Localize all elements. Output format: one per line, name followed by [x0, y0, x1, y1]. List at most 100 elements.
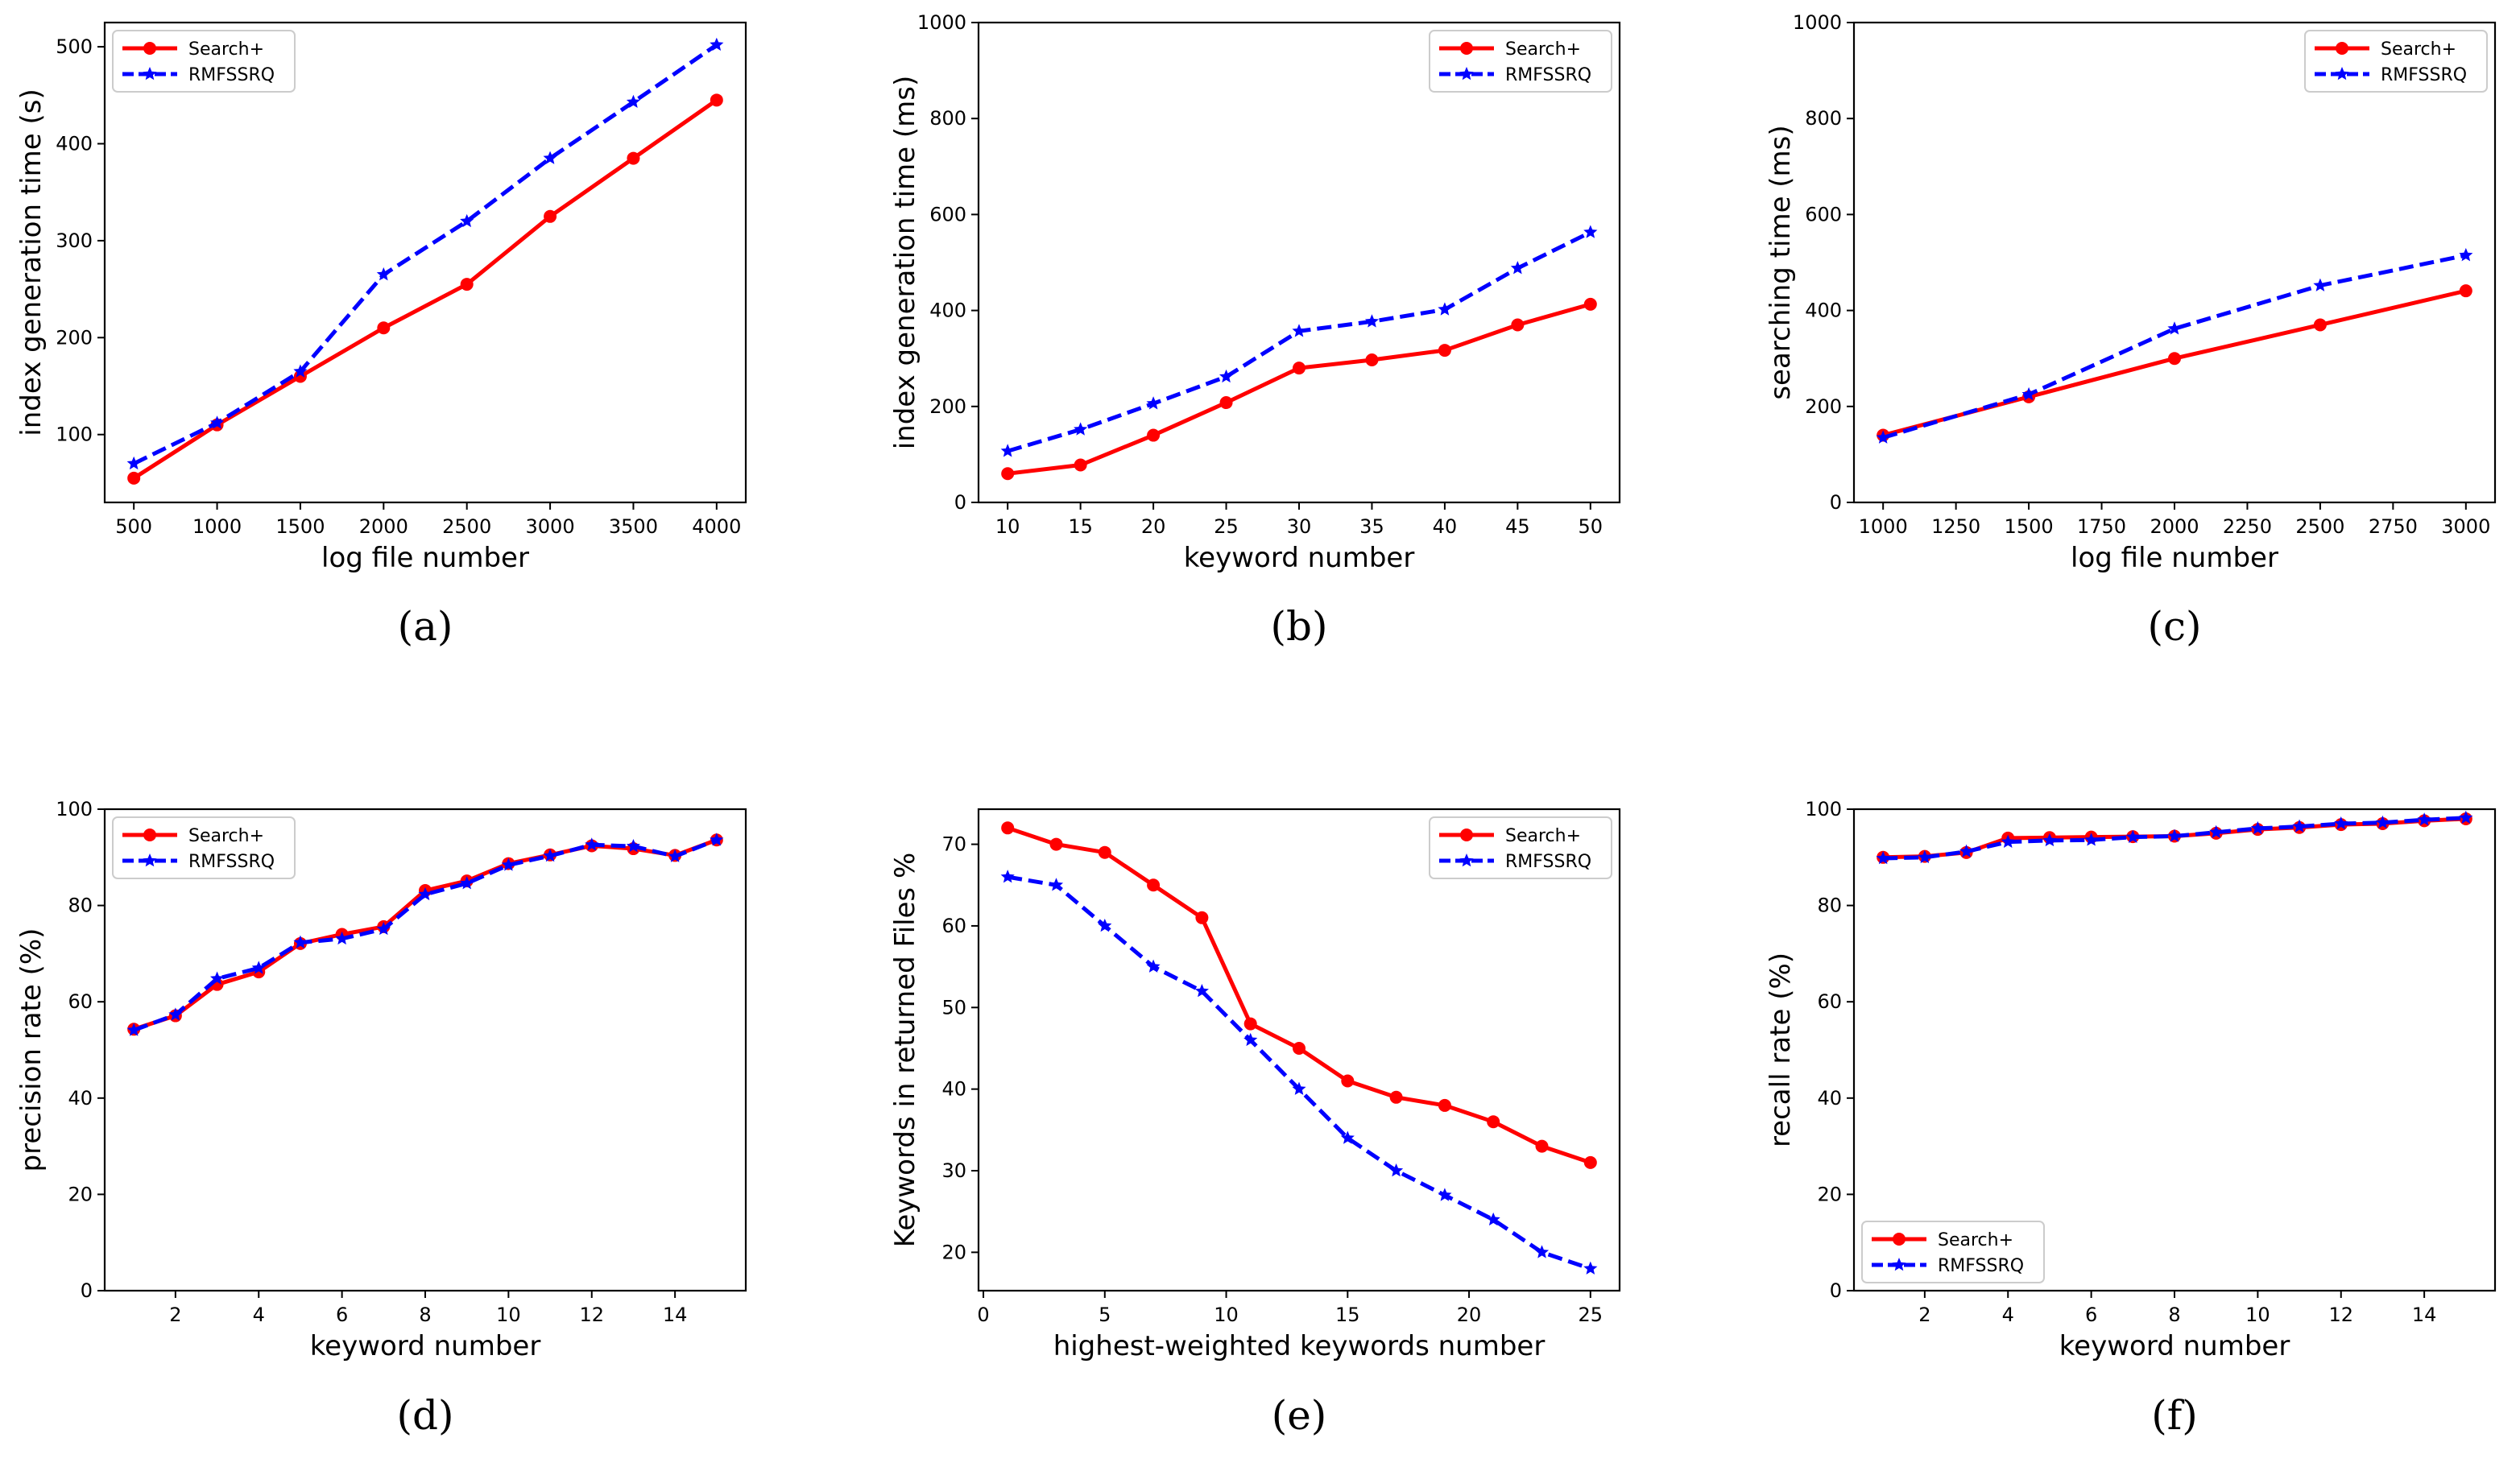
y-tick-label: 400 [56, 133, 93, 155]
data-point-search-plus [1438, 1098, 1451, 1112]
series-line-rmfssrq [1007, 230, 1591, 453]
data-point-rmfssrq [1583, 1261, 1598, 1275]
legend-marker [1460, 829, 1473, 841]
x-tick-label: 4 [2002, 1304, 2014, 1326]
y-tick-label: 1000 [1793, 11, 1842, 34]
panel-label: (d) [396, 1392, 453, 1439]
x-tick-label: 10 [1214, 1304, 1239, 1326]
y-tick-label: 600 [929, 203, 966, 225]
axes-frame [103, 808, 747, 1292]
data-point-rmfssrq [1438, 1188, 1452, 1201]
data-point-rmfssrq [376, 267, 391, 281]
data-point-search-plus [1293, 362, 1306, 375]
y-tick-label: 200 [1805, 395, 1842, 418]
data-point-rmfssrq [1389, 1163, 1404, 1177]
data-point-rmfssrq [1876, 430, 1890, 444]
data-point-search-plus [377, 321, 391, 335]
x-tick-label: 3000 [2441, 515, 2490, 538]
x-tick-label: 45 [1505, 515, 1530, 538]
data-point-search-plus [127, 471, 141, 485]
data-point-rmfssrq [1000, 870, 1015, 883]
data-point-search-plus [1074, 458, 1087, 472]
x-tick-label: 2750 [2369, 515, 2418, 538]
data-point-rmfssrq [210, 415, 225, 429]
x-axis-label: keyword number [2059, 1330, 2290, 1362]
data-point-search-plus [1243, 1017, 1257, 1031]
x-tick-label: 10 [496, 1304, 521, 1326]
data-point-rmfssrq [1049, 878, 1064, 891]
y-tick-label: 80 [1817, 895, 1842, 917]
x-tick-label: 12 [579, 1304, 604, 1326]
x-tick-label: 8 [2168, 1304, 2180, 1326]
y-tick-label: 500 [56, 35, 93, 58]
data-point-rmfssrq [1876, 851, 1890, 865]
data-point-search-plus [1487, 1115, 1500, 1129]
data-point-rmfssrq [460, 876, 474, 890]
y-tick-label: 60 [941, 915, 966, 937]
x-tick-label: 15 [1335, 1304, 1360, 1326]
data-point-search-plus [1219, 396, 1233, 410]
data-point-rmfssrq [1438, 302, 1452, 316]
legend-marker [143, 42, 156, 55]
data-point-search-plus [1511, 318, 1525, 332]
x-axis-label: log file number [321, 542, 529, 574]
legend-box [112, 30, 296, 93]
x-tick-label: 25 [1579, 1304, 1603, 1326]
data-point-rmfssrq [168, 1007, 183, 1021]
legend: Search+ RMFSSRQ [1429, 816, 1612, 879]
legend-marker [2335, 67, 2349, 81]
y-tick-label: 40 [941, 1078, 966, 1101]
data-point-search-plus [1583, 1155, 1597, 1169]
x-tick-label: 1750 [2077, 515, 2126, 538]
data-point-rmfssrq [2167, 321, 2182, 335]
x-axis-label: keyword number [310, 1330, 541, 1362]
y-tick-label: 70 [941, 833, 966, 856]
x-tick-label: 50 [1579, 515, 1603, 538]
x-axis-label: keyword number [1184, 542, 1415, 574]
panel-label: (b) [1270, 603, 1327, 650]
x-tick-label: 2000 [2150, 515, 2199, 538]
legend-marker [1892, 1258, 1906, 1271]
data-point-rmfssrq [2292, 819, 2307, 833]
x-tick-label: 2250 [2223, 515, 2272, 538]
legend: Search+ RMFSSRQ [112, 30, 296, 93]
data-point-rmfssrq [1534, 1245, 1550, 1258]
y-tick-label: 800 [1805, 107, 1842, 130]
series-line-rmfssrq [1882, 253, 2467, 440]
data-point-rmfssrq [2084, 833, 2099, 846]
data-point-rmfssrq [1292, 1081, 1306, 1095]
data-point-rmfssrq [293, 364, 308, 378]
data-point-rmfssrq [1486, 1212, 1500, 1226]
data-point-rmfssrq [376, 921, 391, 936]
x-tick-label: 6 [2085, 1304, 2097, 1326]
series-line-rmfssrq [1007, 874, 1591, 1271]
y-tick-label: 30 [941, 1159, 966, 1182]
data-point-rmfssrq [126, 456, 141, 470]
legend-box [1861, 1221, 2045, 1283]
data-point-rmfssrq [543, 151, 557, 164]
legend: Search+ RMFSSRQ [1429, 30, 1612, 93]
data-point-rmfssrq [2313, 278, 2328, 291]
x-tick-label: 10 [995, 515, 1020, 538]
x-tick-label: 1000 [1859, 515, 1908, 538]
data-point-rmfssrq [2250, 820, 2265, 835]
data-point-search-plus [1341, 1074, 1355, 1088]
data-point-rmfssrq [585, 837, 599, 851]
chart-panel-e: 0 5 10 15 20 25 20 30 40 50 60 70 highest-weighted k… [889, 808, 1621, 1439]
axes-frame [103, 21, 747, 504]
x-tick-label: 2000 [359, 515, 408, 538]
y-axis-label: searching time (ms) [1765, 125, 1797, 399]
legend-label: RMFSSRQ [1938, 1256, 2024, 1276]
y-tick-label: 0 [81, 1279, 93, 1302]
data-point-rmfssrq [293, 935, 308, 948]
x-tick-label: 25 [1214, 515, 1239, 538]
y-tick-label: 20 [941, 1241, 966, 1263]
y-tick-label: 300 [56, 229, 93, 252]
data-point-rmfssrq [626, 94, 640, 109]
data-point-search-plus [1195, 911, 1209, 924]
data-point-search-plus [1001, 467, 1015, 481]
data-point-search-plus [2313, 318, 2327, 332]
x-axis-label: highest-weighted keywords number [1053, 1330, 1546, 1362]
data-point-rmfssrq [2334, 816, 2348, 830]
